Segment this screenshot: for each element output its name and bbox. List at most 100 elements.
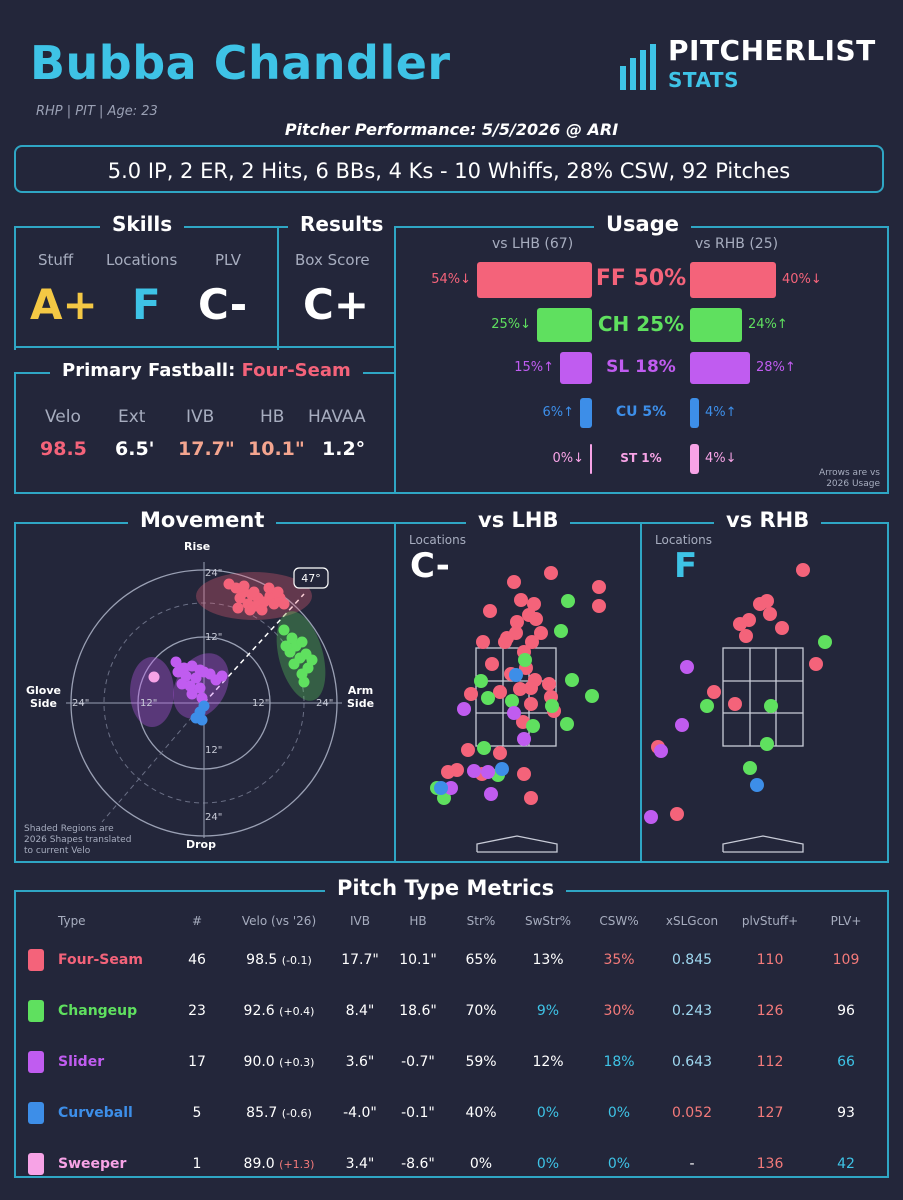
- rhb-pitch-dot: [743, 761, 757, 775]
- pitch-plvstuff: 110: [756, 951, 784, 968]
- lhb-pitch-dot: [444, 781, 458, 795]
- movement-point: [248, 586, 260, 598]
- pitch-count: 1: [192, 1155, 202, 1172]
- lhb-pitch-dot: [529, 612, 543, 626]
- skills-divider: [277, 226, 279, 350]
- tick-left-12: 12": [140, 698, 158, 709]
- lhb-pitch-dot: [517, 732, 531, 746]
- movement-point: [280, 640, 292, 652]
- pitch-ivb: -4.0": [343, 1104, 377, 1121]
- stuff-grade: A+: [30, 280, 98, 329]
- movement-rise-label: Rise: [184, 540, 211, 553]
- rhb-pitch-dot: [763, 607, 777, 621]
- movement-point: [190, 672, 202, 684]
- movement-glove-label: Glove Side: [26, 684, 61, 710]
- movement-point: [256, 604, 268, 616]
- pitch-plvstuff: 112: [756, 1053, 784, 1070]
- pitch-plv: 109: [832, 951, 860, 968]
- usage-pitch-label: CH 25%: [597, 312, 685, 336]
- lhb-pitch-dot: [507, 575, 521, 589]
- pitcher-info: RHP | PIT | Age: 23: [36, 104, 158, 119]
- movement-point: [186, 688, 198, 700]
- lhb-pitch-dot: [484, 787, 498, 801]
- pitch-xslgcon: 0.243: [671, 1002, 713, 1019]
- primary-fastball-pitch: Four-Seam: [241, 360, 351, 381]
- lhb-pitch-dot: [518, 653, 532, 667]
- movement-drop-label: Drop: [186, 838, 216, 851]
- pf-label-velo: Velo: [45, 407, 81, 427]
- header-count: #: [191, 914, 203, 928]
- vs-lhb-plot: [430, 566, 606, 853]
- usage-rhb-pct: 24%↑: [748, 317, 788, 332]
- header-plvstuff: plvStuff+: [741, 914, 799, 928]
- header-swstr: SwStr%: [524, 914, 572, 928]
- pitch-swstr: 9%: [536, 1002, 560, 1019]
- vs-rhb-title: vs RHB: [714, 508, 822, 532]
- pitch-csw: 0%: [607, 1155, 631, 1172]
- rhb-pitch-dot: [818, 635, 832, 649]
- lhb-pitch-dot: [534, 626, 548, 640]
- movement-point: [216, 670, 228, 682]
- boxscore-grade: C+: [303, 280, 370, 329]
- pitch-type: Slider: [58, 1053, 105, 1070]
- lhb-pitch-dot: [485, 657, 499, 671]
- lhb-pitch-dot: [505, 694, 519, 708]
- pitch-csw: 30%: [603, 1002, 635, 1019]
- pitch-velo: 90.0 (+0.3): [243, 1053, 315, 1070]
- movement-point: [238, 580, 250, 592]
- header-str: Str%: [466, 914, 496, 928]
- movement-title: Movement: [128, 508, 277, 532]
- usage-lhb-bar: [590, 444, 592, 474]
- movement-point: [272, 586, 284, 598]
- metrics-title: Pitch Type Metrics: [325, 876, 567, 900]
- usage-note: Arrows are vs 2026 Usage: [818, 468, 880, 489]
- lhb-pitch-dot: [524, 791, 538, 805]
- logo-subtext: STATS: [668, 68, 739, 92]
- usage-pitch-label: SL 18%: [606, 356, 676, 377]
- locations-label: Locations: [106, 251, 178, 269]
- pitch-str: 59%: [465, 1053, 497, 1070]
- movement-point: [194, 682, 206, 694]
- pitch-swatch: [22, 1036, 50, 1087]
- pitch-xslgcon: 0.052: [671, 1104, 713, 1121]
- pf-value-hb: 10.1": [248, 438, 305, 460]
- pitch-swstr: 13%: [532, 951, 564, 968]
- pf-value-velo: 98.5: [40, 438, 87, 460]
- lhb-pitch-dot: [500, 631, 514, 645]
- usage-lhb-pct: 0%↓: [552, 451, 584, 466]
- usage-lhb-pct: 15%↑: [514, 360, 554, 375]
- lhb-pitch-dot: [561, 594, 575, 608]
- pitch-type: Sweeper: [58, 1155, 127, 1172]
- lhb-pitch-dot: [481, 765, 495, 779]
- pitch-plvstuff: 126: [756, 1002, 784, 1019]
- metrics-row: Changeup 23 92.6 (+0.4) 8.4" 18.6" 70% 9% 30% 0.…: [22, 985, 882, 1036]
- pitch-plv: 42: [837, 1155, 855, 1172]
- movement-point: [172, 666, 184, 678]
- pitch-ivb: 3.6": [345, 1053, 375, 1070]
- pitch-velo: 89.0 (+1.3): [243, 1155, 315, 1172]
- pitch-str: 70%: [465, 1002, 497, 1019]
- tick-left-24: 24": [72, 698, 90, 709]
- metrics-row: Sweeper 1 89.0 (+1.3) 3.4" -8.6" 0% 0% 0% - 136 42: [22, 1138, 882, 1189]
- pf-label-havaa: HAVAA: [308, 407, 366, 427]
- usage-rhb-bar: [690, 352, 750, 384]
- tick-right-12: 12": [252, 698, 270, 709]
- usage-rhb-pct: 40%↓: [782, 272, 822, 287]
- header-ivb: IVB: [350, 914, 370, 928]
- lhb-pitch-dot: [524, 681, 538, 695]
- lhb-pitch-dot: [483, 604, 497, 618]
- lhb-pitch-dot: [493, 746, 507, 760]
- pitch-velo: 98.5 (-0.1): [246, 951, 312, 968]
- plv-grade: C-: [198, 280, 248, 329]
- header-xslg: xSLGcon: [665, 914, 719, 928]
- header-hb: HB: [409, 914, 427, 928]
- pitch-plvstuff: 127: [756, 1104, 784, 1121]
- header-plv: PLV+: [830, 914, 862, 928]
- pitch-ivb: 17.7": [341, 951, 379, 968]
- lhb-pitch-dot: [477, 741, 491, 755]
- rhb-pitch-dot: [809, 657, 823, 671]
- rhb-pitch-dot: [644, 810, 658, 824]
- metrics-table: Type # Velo (vs '26) IVB HB Str% SwStr% …: [22, 908, 882, 1189]
- pitch-str: 65%: [465, 951, 497, 968]
- movement-point: [306, 654, 318, 666]
